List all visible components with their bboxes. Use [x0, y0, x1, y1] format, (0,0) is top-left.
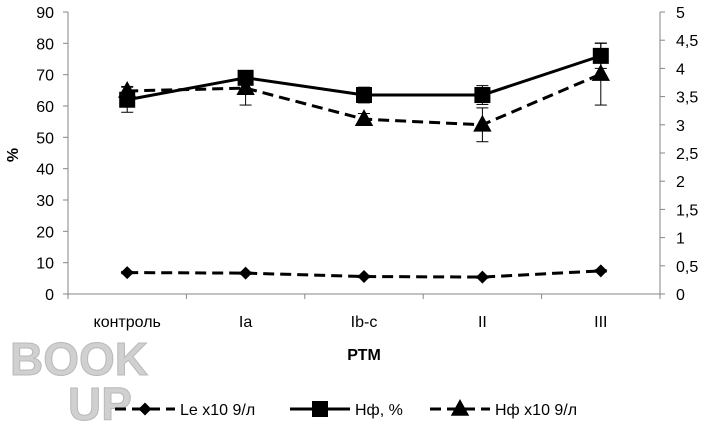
- x-tick-label: Ia: [239, 314, 252, 331]
- y2-tick-label: 4: [676, 61, 685, 78]
- data-point: [118, 80, 137, 98]
- y-tick-label: 30: [36, 193, 54, 210]
- data-point: [239, 266, 253, 280]
- y2-tick-label: 0,5: [676, 259, 698, 276]
- data-point: [591, 64, 610, 81]
- legend-item: Нф, %: [290, 401, 403, 419]
- y-tick-label: 0: [45, 287, 54, 304]
- x-tick-label: контроль: [94, 314, 161, 331]
- series-2: [118, 42, 610, 143]
- axes-group: 0 10 20 30 40 50 60 70 80 90 0 0,5 1 1,5 2 2,5 3 3,5 4 4,5 5…: [36, 5, 698, 331]
- y2-tick-label: 5: [676, 5, 685, 22]
- legend-label: Нф x10 9/л: [495, 402, 577, 419]
- legend-label: Le x10 9/л: [180, 402, 255, 419]
- y2-tick-label: 3: [676, 118, 685, 135]
- y2-tick-label: 2: [676, 174, 685, 191]
- y-tick-label: 60: [36, 99, 54, 116]
- y-tick-label: 20: [36, 224, 54, 241]
- series-0: [120, 264, 608, 284]
- data-point: [357, 270, 371, 284]
- bookup-watermark-logo: BOOK UP: [10, 333, 149, 428]
- y-tick-label: 10: [36, 256, 54, 273]
- legend-marker: [138, 402, 152, 416]
- y2-tick-label: 1: [676, 231, 685, 248]
- y-tick-label: 50: [36, 130, 54, 147]
- x-tick-label: Ib-c: [351, 314, 378, 331]
- y-tick-label: 40: [36, 162, 54, 179]
- series-line: [127, 269, 601, 279]
- y2-tick-label: 0: [676, 287, 685, 304]
- y-tick-label: 80: [36, 36, 54, 53]
- y2-tick-label: 3,5: [676, 90, 698, 107]
- legend-marker: [312, 401, 328, 417]
- watermark-line1: BOOK: [10, 333, 148, 385]
- data-point: [474, 87, 491, 104]
- data-point: [354, 109, 374, 126]
- watermark-line2: UP: [68, 378, 132, 428]
- y2-tick-label: 2,5: [676, 146, 698, 163]
- legend-marker: [450, 399, 470, 416]
- legend-label: Нф, %: [355, 402, 403, 419]
- y2-tick-label: 4,5: [676, 33, 698, 50]
- data-point: [120, 266, 134, 280]
- y2-tick-label: 1,5: [676, 202, 698, 219]
- data-point: [356, 87, 372, 104]
- y-tick-label: 90: [36, 5, 54, 22]
- data-point: [473, 114, 492, 132]
- series-group: [118, 42, 610, 284]
- data-point: [236, 78, 255, 95]
- series-1: [119, 42, 609, 113]
- x-tick-label: II: [478, 314, 487, 331]
- legend-item: Le x10 9/л: [115, 402, 255, 419]
- data-point: [594, 264, 608, 278]
- legend-item: Нф x10 9/л: [430, 399, 577, 419]
- y-tick-label: 70: [36, 68, 54, 85]
- x-tick-label: III: [594, 314, 607, 331]
- data-point: [475, 270, 489, 284]
- x-axis-title: РТМ: [347, 347, 381, 364]
- legend: Le x10 9/л Нф, % Нф x10 9/л: [115, 399, 577, 419]
- y-axis-title: %: [5, 148, 22, 162]
